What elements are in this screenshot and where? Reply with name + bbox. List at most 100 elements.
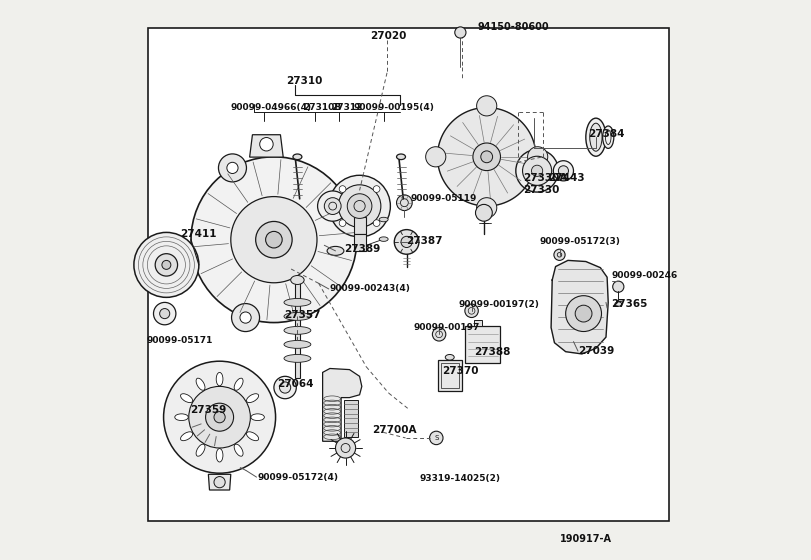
Ellipse shape <box>181 394 193 403</box>
Ellipse shape <box>603 126 614 148</box>
Circle shape <box>426 147 446 167</box>
Circle shape <box>328 175 390 237</box>
Ellipse shape <box>590 123 602 151</box>
Bar <box>438 360 461 391</box>
Text: 90099-05172(4): 90099-05172(4) <box>258 473 339 482</box>
Polygon shape <box>551 260 608 354</box>
Text: 27312: 27312 <box>331 103 363 112</box>
Circle shape <box>528 147 547 167</box>
Circle shape <box>274 376 296 399</box>
Circle shape <box>531 165 543 176</box>
Ellipse shape <box>196 444 205 456</box>
Circle shape <box>231 197 317 283</box>
Bar <box>441 363 459 388</box>
Bar <box>148 28 669 521</box>
Ellipse shape <box>247 432 259 441</box>
Polygon shape <box>208 474 231 490</box>
Text: 27330: 27330 <box>523 185 560 195</box>
Circle shape <box>218 154 247 182</box>
Text: 90099-00195(4): 90099-00195(4) <box>354 103 435 112</box>
Circle shape <box>522 156 551 185</box>
Text: 90099-00243(4): 90099-00243(4) <box>330 284 411 293</box>
Text: 27370: 27370 <box>442 366 478 376</box>
Polygon shape <box>323 368 362 441</box>
Ellipse shape <box>234 378 243 390</box>
Ellipse shape <box>284 354 311 362</box>
Circle shape <box>134 232 199 297</box>
Text: 27389: 27389 <box>344 244 380 254</box>
Ellipse shape <box>247 394 259 403</box>
Text: 27384: 27384 <box>588 129 624 139</box>
Ellipse shape <box>284 340 311 348</box>
Circle shape <box>162 260 171 269</box>
Ellipse shape <box>380 237 388 241</box>
Polygon shape <box>250 135 283 157</box>
Ellipse shape <box>284 326 311 334</box>
Circle shape <box>432 328 446 341</box>
Circle shape <box>473 143 500 171</box>
Ellipse shape <box>615 302 622 306</box>
Circle shape <box>155 254 178 276</box>
Bar <box>294 277 300 378</box>
Bar <box>354 234 367 251</box>
Ellipse shape <box>327 246 344 255</box>
Text: 27700A: 27700A <box>372 425 416 435</box>
Text: 27330A: 27330A <box>523 173 568 183</box>
Text: 27020: 27020 <box>371 31 407 41</box>
Ellipse shape <box>181 432 193 441</box>
Text: 27443: 27443 <box>548 173 585 183</box>
Circle shape <box>266 231 282 248</box>
Circle shape <box>338 185 381 227</box>
Bar <box>474 320 483 326</box>
Circle shape <box>232 304 260 332</box>
Text: 93319-14025(2): 93319-14025(2) <box>419 474 500 483</box>
Ellipse shape <box>586 118 606 156</box>
Text: 27365: 27365 <box>611 299 648 309</box>
Text: S: S <box>434 435 439 441</box>
Circle shape <box>214 477 225 488</box>
Text: 190917-A: 190917-A <box>560 534 611 544</box>
Circle shape <box>339 220 346 226</box>
Circle shape <box>164 361 276 473</box>
Circle shape <box>475 204 492 221</box>
Text: 90099-05172(3): 90099-05172(3) <box>540 237 620 246</box>
Text: 27310B: 27310B <box>303 103 341 112</box>
Circle shape <box>554 249 565 260</box>
Text: 27064: 27064 <box>277 379 314 389</box>
Text: 27359: 27359 <box>190 405 226 416</box>
Circle shape <box>373 186 380 193</box>
Circle shape <box>397 195 412 211</box>
Circle shape <box>260 138 273 151</box>
Circle shape <box>153 302 176 325</box>
Ellipse shape <box>397 154 406 160</box>
Bar <box>354 217 367 234</box>
Circle shape <box>373 220 380 226</box>
Text: 90099-05171: 90099-05171 <box>147 336 213 345</box>
Circle shape <box>191 157 357 323</box>
Text: 27388: 27388 <box>474 347 511 357</box>
Circle shape <box>255 221 292 258</box>
Ellipse shape <box>217 449 223 462</box>
Circle shape <box>318 191 348 221</box>
Circle shape <box>189 386 251 448</box>
Circle shape <box>516 150 559 192</box>
Ellipse shape <box>284 312 311 320</box>
Ellipse shape <box>284 298 311 306</box>
Circle shape <box>575 305 592 322</box>
Text: 90099-05119: 90099-05119 <box>410 194 477 203</box>
Circle shape <box>394 230 419 254</box>
Circle shape <box>465 304 478 318</box>
Circle shape <box>240 312 251 323</box>
Ellipse shape <box>234 444 243 456</box>
Text: 90099-00246: 90099-00246 <box>611 271 678 280</box>
Circle shape <box>401 236 412 248</box>
Text: 27387: 27387 <box>406 236 443 246</box>
Text: 27039: 27039 <box>578 346 614 356</box>
Bar <box>466 326 500 363</box>
Bar <box>344 400 358 437</box>
Text: 27310: 27310 <box>286 76 323 86</box>
Text: 27411: 27411 <box>180 229 217 239</box>
Circle shape <box>565 296 602 332</box>
Circle shape <box>214 412 225 423</box>
Circle shape <box>280 382 290 393</box>
